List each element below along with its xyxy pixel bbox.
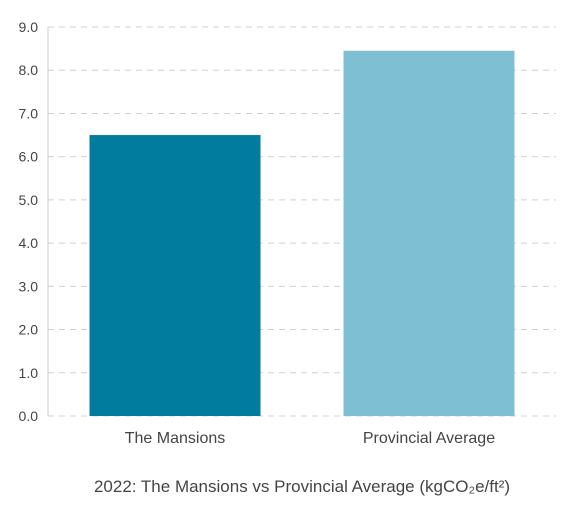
bar-the-mansions: [89, 135, 261, 417]
y-tick-label: 0.0: [19, 408, 39, 424]
y-tick-label: 3.0: [19, 278, 39, 294]
chart-caption: 2022: The Mansions vs Provincial Average…: [94, 477, 510, 496]
y-tick-label: 4.0: [19, 235, 39, 251]
bars: [89, 50, 515, 417]
x-axis-categories: The Mansions Provincial Average: [125, 430, 495, 447]
y-tick-label: 2.0: [19, 322, 39, 338]
y-tick-label: 9.0: [19, 19, 39, 35]
y-tick-label: 6.0: [19, 149, 39, 165]
y-tick-label: 8.0: [19, 62, 39, 78]
x-category-label: Provincial Average: [363, 430, 495, 447]
x-category-label: The Mansions: [125, 430, 226, 447]
y-tick-label: 5.0: [19, 192, 39, 208]
y-axis-ticks: 0.0 1.0 2.0 3.0 4.0 5.0 6.0 7.0 8.0 9.0: [19, 19, 39, 424]
y-tick-label: 1.0: [19, 365, 39, 381]
bar-provincial-average: [343, 50, 515, 417]
y-tick-label: 7.0: [19, 105, 39, 121]
